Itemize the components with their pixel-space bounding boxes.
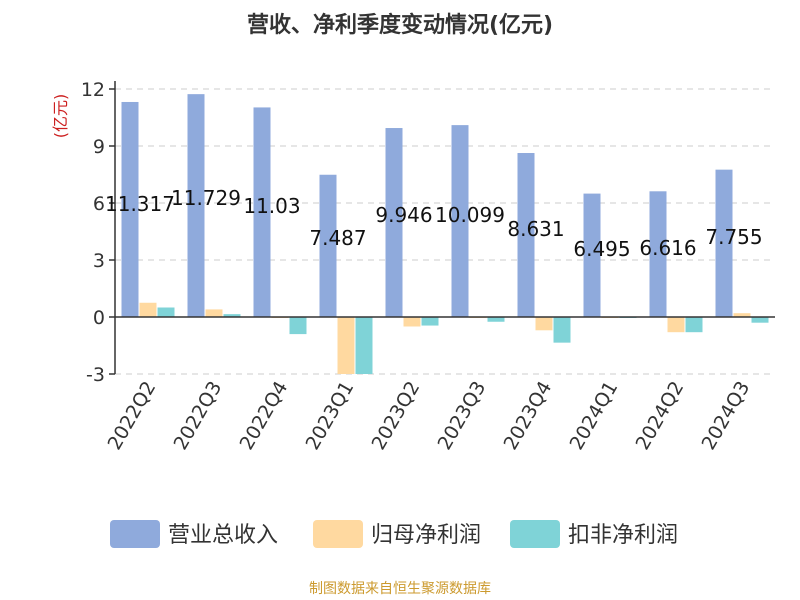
- bar-deducted-net-profit: [487, 317, 505, 322]
- bar-deducted-net-profit: [685, 317, 703, 333]
- y-tick-label: 6: [93, 193, 105, 215]
- data-label: 6.616: [639, 236, 696, 260]
- bar-net-profit: [337, 317, 355, 374]
- bars-layer: [121, 94, 769, 374]
- x-tick-label: 2022Q3: [170, 378, 227, 454]
- x-tick-label: 2024Q1: [566, 378, 623, 454]
- data-label: 9.946: [375, 203, 432, 227]
- y-tick-label: 0: [93, 307, 105, 329]
- data-label: 7.755: [705, 225, 762, 249]
- bar-revenue: [451, 125, 469, 317]
- x-tick-label: 2024Q3: [698, 378, 755, 454]
- y-tick-label: 9: [93, 136, 105, 158]
- bar-deducted-net-profit: [553, 317, 571, 343]
- data-label: 10.099: [435, 203, 505, 227]
- y-axis-label: (亿元): [51, 94, 70, 139]
- data-label: 11.03: [243, 194, 300, 218]
- bar-deducted-net-profit: [421, 317, 439, 326]
- legend-label: 扣非净利润: [568, 523, 678, 548]
- y-tick-label: 12: [81, 79, 105, 101]
- legend-swatch: [510, 520, 560, 548]
- bar-net-profit: [205, 309, 223, 317]
- x-tick-label: 2022Q2: [104, 378, 161, 454]
- x-tick-label: 2022Q4: [236, 378, 293, 454]
- bar-revenue: [253, 107, 271, 318]
- bar-deducted-net-profit: [289, 317, 307, 335]
- source-footer: 制图数据来自恒生聚源数据库: [309, 581, 491, 597]
- bar-deducted-net-profit: [223, 314, 241, 317]
- data-label: 11.729: [171, 186, 241, 210]
- legend-label: 归母净利润: [371, 523, 481, 548]
- bar-deducted-net-profit: [157, 307, 175, 317]
- bar-net-profit: [733, 313, 751, 317]
- data-label: 11.317: [105, 192, 175, 216]
- data-label: 7.487: [309, 226, 366, 250]
- legend: 营业总收入 归母净利润 扣非净利润: [110, 520, 678, 548]
- legend-swatch: [110, 520, 160, 548]
- bar-deducted-net-profit: [751, 317, 769, 323]
- x-tick-label: 2023Q1: [302, 378, 359, 454]
- bar-revenue: [319, 174, 337, 317]
- bar-revenue: [649, 191, 667, 317]
- bar-net-profit: [139, 302, 157, 317]
- bar-revenue: [715, 169, 733, 317]
- x-tick-label: 2024Q2: [632, 378, 689, 454]
- x-tick-label: 2023Q3: [434, 378, 491, 454]
- bar-net-profit: [535, 317, 553, 331]
- bar-net-profit: [667, 317, 685, 333]
- x-tick-label: 2023Q4: [500, 378, 557, 454]
- bar-net-profit: [403, 317, 421, 327]
- bar-revenue: [187, 94, 205, 317]
- chart-title: 营收、净利季度变动情况(亿元): [247, 12, 553, 38]
- legend-swatch: [313, 520, 363, 548]
- legend-label: 营业总收入: [168, 523, 278, 548]
- y-tick-label: -3: [86, 364, 105, 386]
- bar-revenue: [517, 153, 535, 317]
- data-label: 6.495: [573, 237, 630, 261]
- bar-deducted-net-profit: [355, 317, 373, 374]
- y-tick-label: 3: [93, 250, 105, 272]
- x-tick-label: 2023Q2: [368, 378, 425, 454]
- bar-revenue: [121, 101, 139, 318]
- bar-revenue: [385, 128, 403, 317]
- bar-revenue: [583, 193, 601, 317]
- data-label: 8.631: [507, 217, 564, 241]
